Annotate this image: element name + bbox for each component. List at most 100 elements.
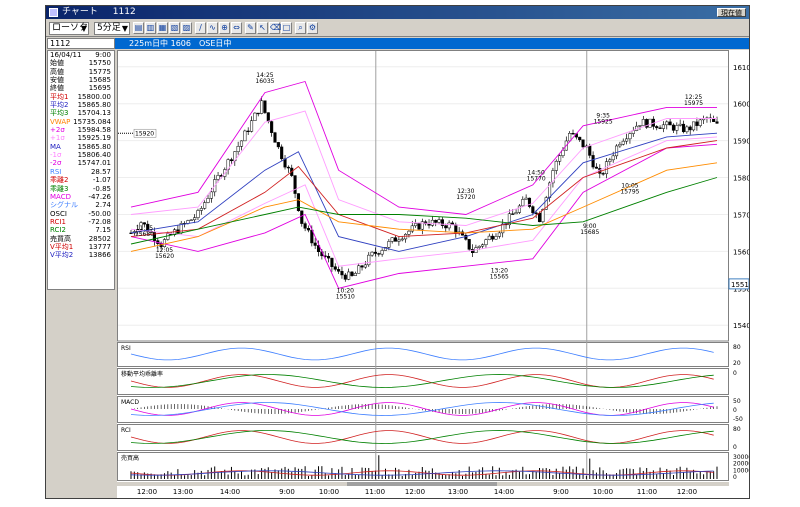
candle-body (343, 274, 347, 280)
annotation-price: 15925 (594, 118, 613, 125)
annotation-price: 15620 (155, 253, 174, 260)
subchart-title: RSI (121, 345, 131, 352)
panel-row-value: 15735.084 (73, 117, 111, 126)
chevron-down-icon: ▼ (121, 24, 128, 33)
select-icon[interactable]: □ (281, 22, 292, 34)
annotation-price: 15510 (336, 294, 355, 301)
current-price-button[interactable]: 現在値 (717, 8, 746, 17)
panel-row: 乖離3 -0.85 (48, 185, 114, 193)
candle-body (648, 118, 652, 128)
panel-row-label: -1σ (50, 151, 62, 160)
line-chart-icon[interactable]: ▦ (157, 22, 168, 34)
zoom-icon[interactable]: ⊕ (219, 22, 230, 34)
panel-row-value: 15750 (88, 59, 111, 68)
candle-body (246, 130, 250, 133)
panel-row-value: 15806.40 (77, 151, 111, 160)
candle-body (521, 199, 525, 207)
candle-body (216, 175, 220, 180)
chart-svg[interactable]: 1610016000159001580015700156001550015400… (117, 50, 749, 498)
candle-body (655, 126, 659, 129)
candle-body (551, 170, 555, 184)
annotation-time: 14:25 (256, 72, 273, 79)
candle-body (199, 208, 203, 211)
search-icon[interactable]: ⌕ (295, 22, 306, 34)
panel-row-value: -47.26 (88, 192, 111, 201)
candle-body (517, 205, 521, 213)
panel-row-value: -50.00 (88, 209, 111, 218)
candle-body (410, 225, 414, 232)
grid-icon[interactable]: ▧ (169, 22, 180, 34)
scroll-icon[interactable]: ⇔ (231, 22, 242, 34)
time-tick-label: 9:00 (279, 488, 295, 496)
panel-row: 終値 15695 (48, 84, 114, 92)
pointer-icon[interactable]: ↖ (257, 22, 268, 34)
candle-body (678, 123, 682, 126)
candle-chart-icon[interactable]: ▤ (133, 22, 144, 34)
interval-dropdown[interactable]: 5分足 ▼ (94, 22, 130, 35)
subchart-tick-label: 80 (733, 426, 741, 433)
subchart-tick-label: 80 (733, 344, 741, 351)
chart-type-dropdown[interactable]: ローソク ▼ (49, 22, 89, 35)
indicator-icon[interactable]: ▨ (181, 22, 192, 34)
panel-row-label: RCI1 (50, 217, 66, 226)
candle-body (534, 212, 538, 214)
panel-row: 平均1 15800.00 (48, 93, 114, 101)
settings-icon[interactable]: ⚙ (307, 22, 318, 34)
panel-row: 売買高 28502 (48, 235, 114, 243)
panel-row-value: 15775 (88, 67, 111, 76)
wave-icon[interactable]: ∿ (207, 22, 218, 34)
candle-body (363, 264, 367, 268)
panel-row-label: +1σ (50, 134, 65, 143)
panel-row-label: RCI2 (50, 226, 66, 235)
window-title: チャート (62, 7, 98, 17)
candle-body (497, 232, 501, 237)
candle-body (692, 121, 696, 131)
candle-body (611, 155, 615, 161)
time-tick-label: 11:00 (637, 488, 657, 496)
panel-row-label: 乖離3 (50, 184, 69, 193)
candle-body (541, 209, 545, 223)
panel-row-value: 15695 (88, 84, 111, 93)
candle-body (256, 112, 260, 115)
candle-body (162, 239, 167, 248)
title-bar[interactable]: チャート 1112 現在値 (46, 6, 749, 19)
panel-row-value: 15800.00 (77, 92, 111, 101)
candle-body (393, 237, 398, 242)
symbol-input[interactable]: 1112 (47, 38, 115, 49)
candle-body (239, 140, 244, 147)
panel-row: シグナル 2.74 (48, 201, 114, 209)
candle-body (601, 173, 605, 175)
annotation-time: 11:35 (136, 225, 153, 232)
window-symbol: 1112 (112, 7, 136, 17)
candle-body (273, 132, 277, 143)
eraser-icon[interactable]: ⌫ (269, 22, 282, 34)
subchart-line (130, 347, 714, 361)
candle-body (306, 228, 311, 231)
panel-row: 平均3 15704.13 (48, 109, 114, 117)
trend-line-icon[interactable]: ∕ (195, 22, 206, 34)
candle-body (471, 249, 475, 253)
panel-row-label: 安値 (50, 76, 64, 85)
bar-chart-icon[interactable]: ▥ (145, 22, 156, 34)
subchart-tick-label: 0 (733, 407, 737, 414)
subchart-tick-label: 0 (733, 444, 737, 451)
session-label: OSE日中 (199, 39, 232, 48)
scrollbar-thumb[interactable] (347, 482, 497, 486)
candle-body (638, 125, 642, 127)
current-price-box (728, 278, 749, 290)
panel-row: RSI 28.57 (48, 168, 114, 176)
candle-body (280, 146, 284, 160)
chart-area[interactable]: 1610016000159001580015700156001550015400… (117, 50, 749, 498)
annotation-price: 15720 (456, 194, 475, 201)
candle-body (561, 149, 565, 156)
candle-body (196, 210, 200, 218)
subchart-line (130, 430, 714, 444)
candle-body (313, 242, 317, 246)
candle-body (229, 159, 234, 162)
overlay-line-lower-2sigma (130, 143, 718, 289)
time-tick-label: 14:00 (494, 488, 514, 496)
candle-body (276, 142, 280, 148)
candle-body (491, 235, 495, 240)
pen-icon[interactable]: ✎ (245, 22, 256, 34)
panel-row-label: V平均2 (50, 251, 74, 260)
